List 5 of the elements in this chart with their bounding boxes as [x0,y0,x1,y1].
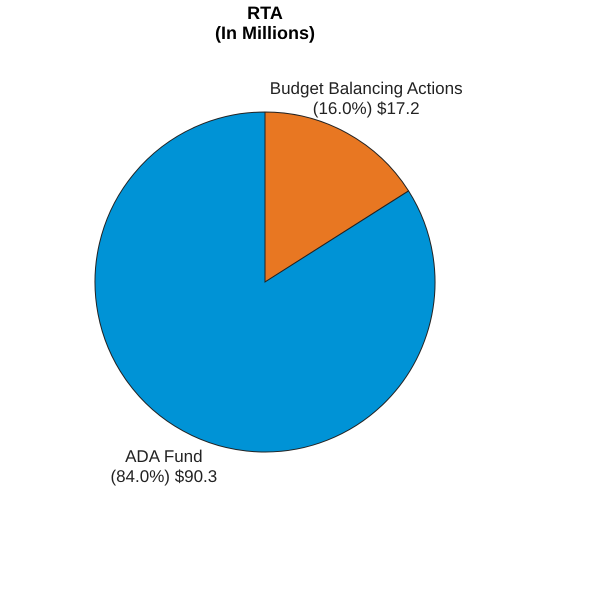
slice-label: Budget Balancing Actions [270,78,463,98]
data-label: (84.0%) $90.3 [110,467,218,486]
slice-label: ADA Fund [125,447,203,466]
chart-title: RTA (In Millions) [215,3,315,43]
data-label: (16.0%) $17.2 [312,98,420,118]
